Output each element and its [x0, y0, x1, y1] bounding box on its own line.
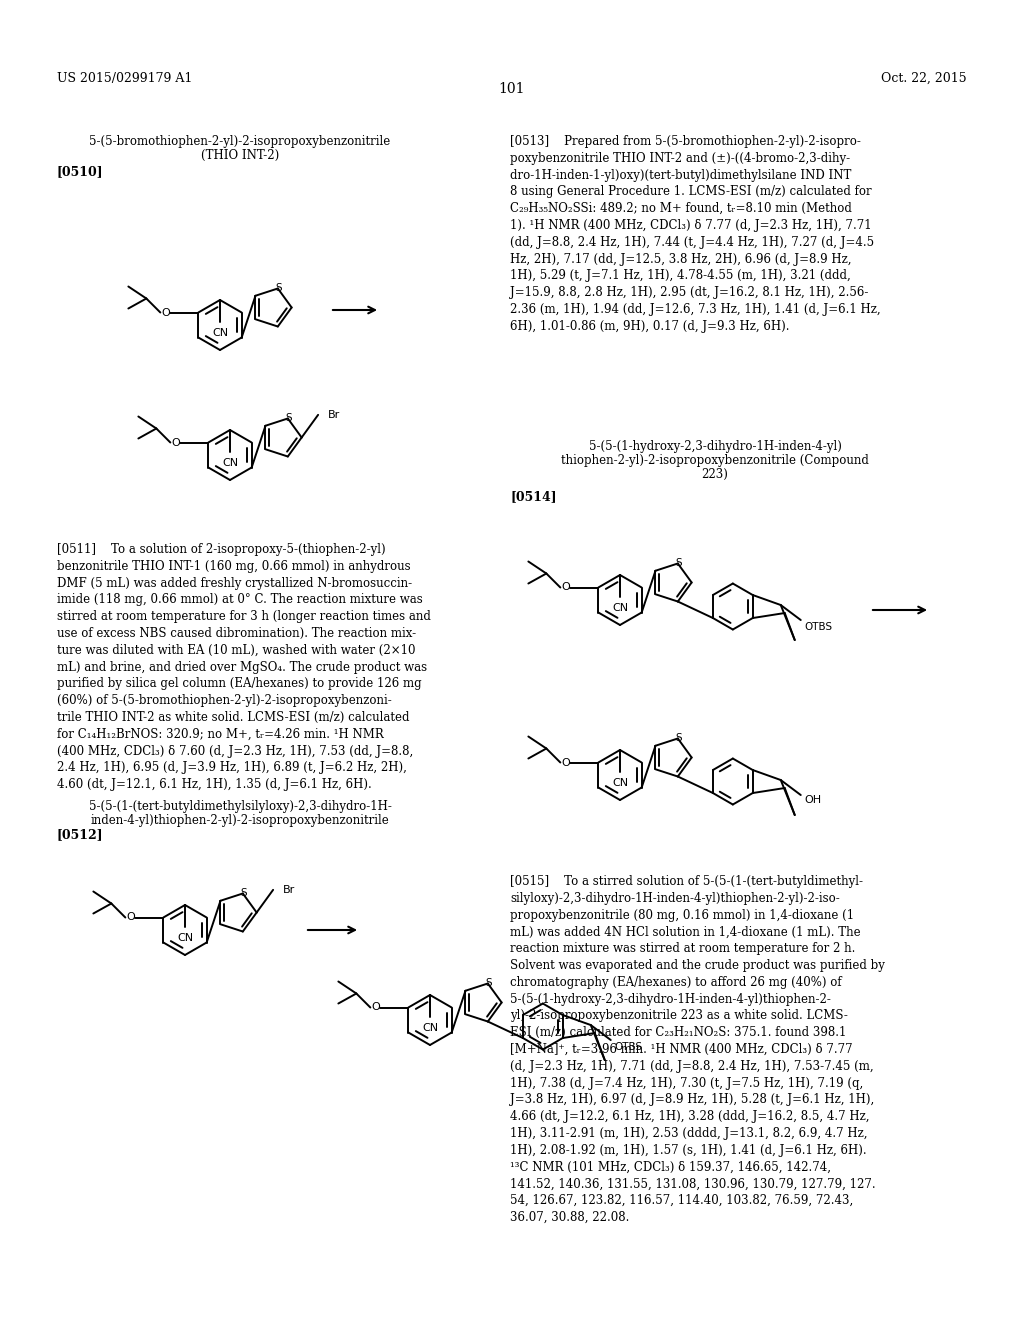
Text: (THIO INT-2): (THIO INT-2)	[201, 149, 280, 162]
Text: OH: OH	[805, 795, 822, 805]
Text: O: O	[561, 758, 569, 767]
Text: 101: 101	[499, 82, 525, 96]
Text: 5-(5-(1-hydroxy-2,3-dihydro-1H-inden-4-yl): 5-(5-(1-hydroxy-2,3-dihydro-1H-inden-4-y…	[589, 440, 842, 453]
Text: 5-(5-bromothiophen-2-yl)-2-isopropoxybenzonitrile: 5-(5-bromothiophen-2-yl)-2-isopropoxyben…	[89, 135, 390, 148]
Text: [0514]: [0514]	[510, 490, 557, 503]
Text: [0515]    To a stirred solution of 5-(5-(1-(tert-butyldimethyl-
silyloxy)-2,3-di: [0515] To a stirred solution of 5-(5-(1-…	[510, 875, 885, 1224]
Text: O: O	[371, 1002, 380, 1012]
Text: 5-(5-(1-(tert-butyldimethylsilyloxy)-2,3-dihydro-1H-: 5-(5-(1-(tert-butyldimethylsilyloxy)-2,3…	[88, 800, 391, 813]
Text: CN: CN	[612, 777, 628, 788]
Text: inden-4-yl)thiophen-2-yl)-2-isopropoxybenzonitrile: inden-4-yl)thiophen-2-yl)-2-isopropoxybe…	[91, 814, 389, 828]
Text: O: O	[126, 912, 135, 923]
Text: 223): 223)	[701, 469, 728, 480]
Text: thiophen-2-yl)-2-isopropoxybenzonitrile (Compound: thiophen-2-yl)-2-isopropoxybenzonitrile …	[561, 454, 869, 467]
Text: O: O	[171, 437, 180, 447]
Text: O: O	[561, 582, 569, 593]
Text: S: S	[241, 888, 247, 899]
Text: [0513]    Prepared from 5-(5-bromothiophen-2-yl)-2-isopro-
poxybenzonitrile THIO: [0513] Prepared from 5-(5-bromothiophen-…	[510, 135, 881, 333]
Text: US 2015/0299179 A1: US 2015/0299179 A1	[57, 73, 193, 84]
Text: CN: CN	[177, 933, 194, 942]
Text: [0511]    To a solution of 2-isopropoxy-5-(thiophen-2-yl)
benzonitrile THIO INT-: [0511] To a solution of 2-isopropoxy-5-(…	[57, 543, 431, 791]
Text: Br: Br	[328, 409, 340, 420]
Text: S: S	[286, 413, 292, 424]
Text: [0512]: [0512]	[57, 828, 103, 841]
Text: CN: CN	[222, 458, 238, 469]
Text: CN: CN	[212, 327, 228, 338]
Text: Br: Br	[283, 884, 295, 895]
Text: S: S	[676, 734, 682, 743]
Text: [0510]: [0510]	[57, 165, 103, 178]
Text: O: O	[161, 308, 170, 318]
Text: S: S	[676, 558, 682, 569]
Text: CN: CN	[612, 603, 628, 612]
Text: S: S	[485, 978, 493, 989]
Text: Oct. 22, 2015: Oct. 22, 2015	[882, 73, 967, 84]
Text: CN: CN	[422, 1023, 438, 1034]
Text: OTBS: OTBS	[614, 1041, 643, 1052]
Text: S: S	[275, 284, 283, 293]
Text: OTBS: OTBS	[805, 622, 833, 632]
